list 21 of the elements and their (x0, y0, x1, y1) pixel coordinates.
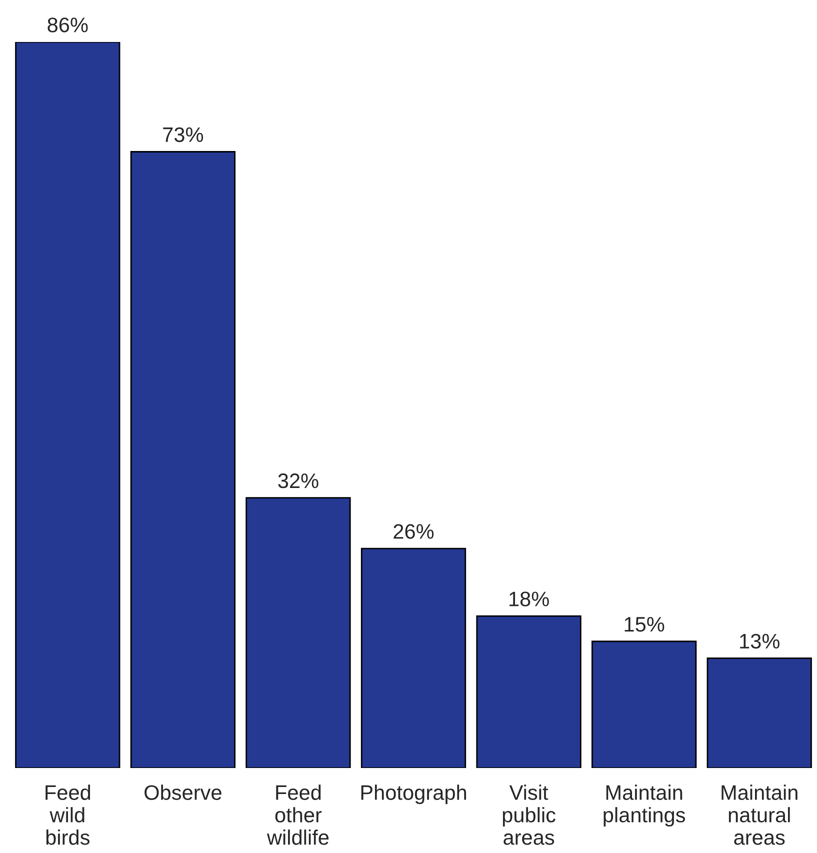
bar (130, 151, 236, 768)
bar (476, 615, 582, 768)
data-label: 13% (740, 634, 780, 649)
x-tick-label: Visit public areas (502, 784, 556, 845)
x-tick-label: Maintain natural areas (722, 784, 798, 845)
data-label: 32% (278, 473, 318, 488)
bar (15, 42, 120, 768)
data-label: 15% (624, 617, 664, 632)
data-label: 18% (510, 592, 549, 606)
data-label: 26% (394, 524, 434, 539)
bar (246, 497, 351, 768)
x-tick-label: Photograph (361, 784, 466, 804)
x-tick-label: Observe (144, 784, 222, 800)
bar (592, 640, 697, 768)
data-label: 86% (48, 18, 88, 32)
data-label: 73% (163, 127, 204, 142)
x-tick-label: Feed wild birds (46, 784, 90, 845)
bar (360, 548, 466, 768)
x-tick-label: Maintain plantings (604, 784, 686, 827)
x-tick-label: Feed other wildlife (266, 784, 329, 845)
bar (706, 658, 812, 768)
